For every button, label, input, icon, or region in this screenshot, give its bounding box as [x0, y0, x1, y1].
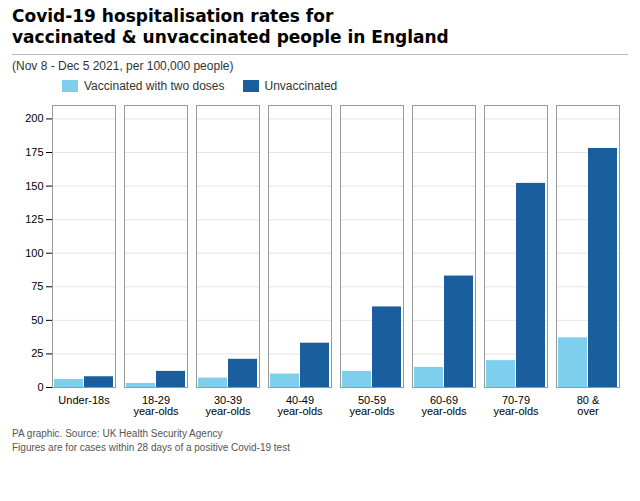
- svg-text:30-39year-olds: 30-39year-olds: [205, 394, 251, 417]
- svg-text:80 &over: 80 &over: [577, 394, 600, 417]
- html-text:Vaccinated with two doses: Vaccinated with two doses: [84, 79, 225, 93]
- html-text:Covid-19 hospitalisation rates: Covid-19 hospitalisation rates for: [12, 6, 334, 26]
- svg-text:75: 75: [31, 280, 43, 292]
- html-text:PA graphic. Source: UK Health: PA graphic. Source: UK Health Security A…: [12, 428, 223, 439]
- svg-text:100: 100: [25, 247, 43, 259]
- svg-text:150: 150: [25, 180, 43, 192]
- svg-text:Under-18s: Under-18s: [58, 394, 110, 406]
- html-text:(Nov 8 - Dec 5 2021, per 100,0: (Nov 8 - Dec 5 2021, per 100,000 people): [12, 59, 234, 73]
- svg-text:60-69year-olds: 60-69year-olds: [421, 394, 467, 417]
- html-text:Unvaccinated: Unvaccinated: [264, 79, 338, 93]
- html-text:Figures are for cases within 2: Figures are for cases within 28 days of …: [12, 442, 290, 453]
- svg-text:0: 0: [37, 381, 43, 393]
- svg-text:200: 200: [25, 112, 43, 124]
- svg-text:50: 50: [31, 314, 43, 326]
- svg-text:175: 175: [25, 146, 43, 158]
- svg-text:50-59year-olds: 50-59year-olds: [349, 394, 395, 417]
- html-text:vaccinated & unvaccinated peop: vaccinated & unvaccinated people in Engl…: [12, 27, 449, 47]
- svg-text:25: 25: [31, 347, 43, 359]
- svg-text:18-29year-olds: 18-29year-olds: [133, 394, 179, 417]
- svg-text:125: 125: [25, 213, 43, 225]
- svg-text:40-49year-olds: 40-49year-olds: [277, 394, 323, 417]
- svg-text:70-79year-olds: 70-79year-olds: [493, 394, 539, 417]
